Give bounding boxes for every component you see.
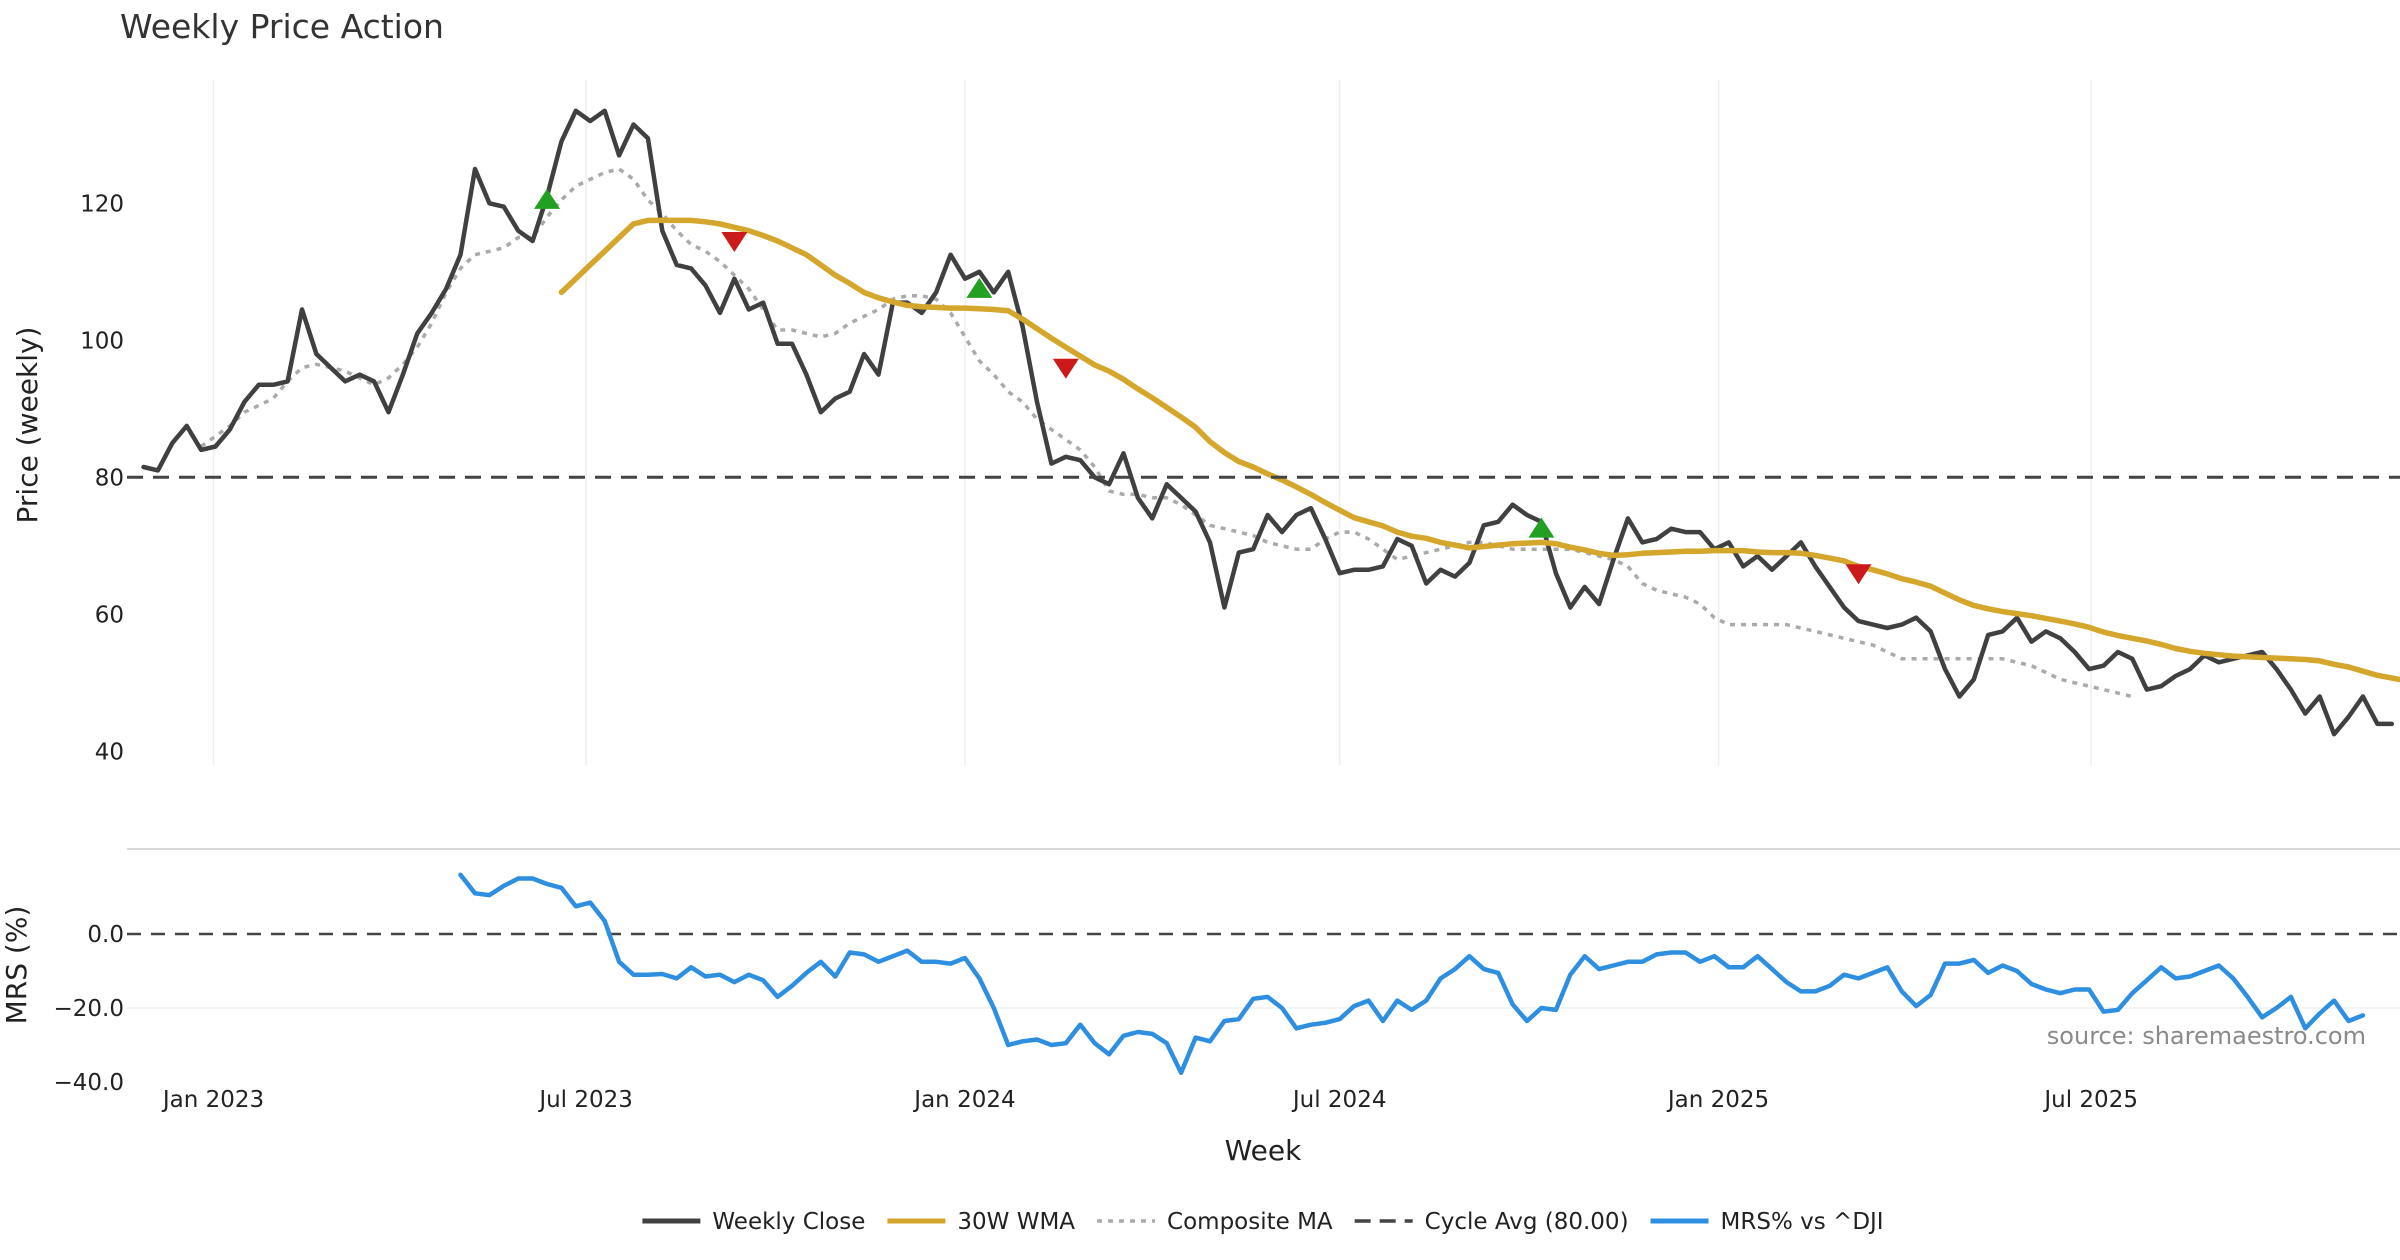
sell-signal-marker — [1052, 358, 1079, 379]
x-tick-label: Jan 2023 — [161, 1087, 264, 1113]
legend-label-weekly-close: Weekly Close — [712, 1209, 865, 1235]
legend-label-30w-wma: 30W WMA — [957, 1209, 1075, 1235]
x-tick-label: Jul 2024 — [1291, 1087, 1387, 1113]
chart-title: Weekly Price Action — [120, 7, 444, 46]
price-panel-plot — [127, 108, 2400, 737]
x-axis-title: Week — [1225, 1134, 1302, 1167]
series-line-weekly-close — [141, 108, 2395, 737]
price-y-tick-label: 80 — [95, 465, 124, 491]
chart-legend: Weekly Close 30W WMA Composite MA Cycle Avg… — [642, 1209, 1884, 1235]
series-line-30w-wma — [558, 217, 2400, 683]
price-y-ticks: 40 60 80 100 120 — [80, 191, 124, 765]
sell-signal-marker — [1845, 564, 1872, 585]
mrs-y-axis-title: MRS (%) — [0, 906, 33, 1025]
legend-label-cycle-avg-80-00: Cycle Avg (80.00) — [1425, 1209, 1629, 1235]
mrs-y-tick-label: −20.0 — [54, 996, 124, 1022]
source-note: source: sharemaestro.com — [2047, 1022, 2366, 1050]
x-axis-ticks: Jan 2023 Jul 2023 Jan 2024 Jul 2024 Jan 2025… — [161, 1087, 2138, 1113]
price-y-tick-label: 100 — [80, 328, 124, 354]
price-y-tick-label: 120 — [80, 191, 124, 217]
x-tick-label: Jul 2023 — [537, 1087, 633, 1113]
legend-label-mrs-vs-dji: MRS% vs ^DJI — [1721, 1209, 1884, 1235]
mrs-y-tick-label: −40.0 — [54, 1070, 124, 1096]
price-panel-grid — [212, 80, 2092, 765]
mrs-y-ticks: 0.0 −20.0 −40.0 — [54, 922, 124, 1096]
mrs-y-tick-label: 0.0 — [87, 922, 124, 948]
legend-label-composite-ma: Composite MA — [1167, 1209, 1333, 1235]
x-tick-label: Jan 2024 — [912, 1087, 1015, 1113]
price-y-axis-title: Price (weekly) — [11, 327, 44, 524]
buy-signal-marker — [966, 277, 993, 298]
price-y-tick-label: 40 — [95, 739, 124, 765]
x-tick-label: Jan 2025 — [1666, 1087, 1769, 1113]
mrs-panel-plot — [127, 872, 2400, 1076]
sell-signal-marker — [721, 231, 748, 252]
series-line-composite-ma — [200, 167, 2133, 699]
x-tick-label: Jul 2025 — [2042, 1087, 2138, 1113]
buy-signal-marker — [534, 188, 561, 209]
series-line-mrs-vs-dji — [458, 872, 2366, 1076]
buy-signal-marker — [1528, 517, 1555, 538]
price-y-tick-label: 60 — [95, 602, 124, 628]
